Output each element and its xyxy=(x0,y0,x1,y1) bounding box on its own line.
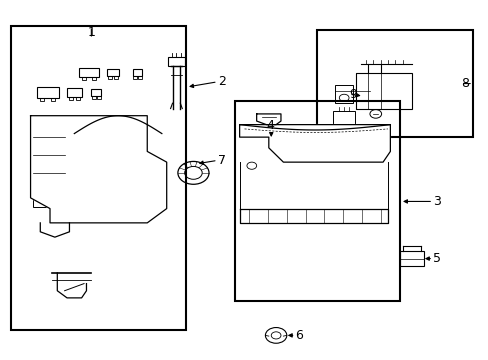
Polygon shape xyxy=(256,114,281,125)
Bar xyxy=(79,68,99,77)
Bar xyxy=(138,76,142,79)
Bar xyxy=(82,77,86,80)
Polygon shape xyxy=(239,125,389,162)
Bar xyxy=(317,30,472,137)
Bar xyxy=(11,26,186,330)
Bar xyxy=(92,77,96,80)
Bar xyxy=(97,96,101,99)
Bar xyxy=(92,96,96,99)
Text: 8: 8 xyxy=(460,77,468,90)
Text: 4: 4 xyxy=(266,119,274,132)
Bar xyxy=(76,97,80,100)
Bar xyxy=(335,85,352,103)
Text: 6: 6 xyxy=(295,329,303,342)
Text: 2: 2 xyxy=(217,75,225,88)
Bar xyxy=(114,76,118,79)
Polygon shape xyxy=(239,208,387,223)
Bar xyxy=(234,102,399,301)
Bar xyxy=(107,69,119,76)
Text: 9: 9 xyxy=(348,88,356,101)
Text: 7: 7 xyxy=(217,154,225,167)
Bar xyxy=(91,89,101,96)
Bar xyxy=(40,98,44,101)
Bar xyxy=(167,57,185,66)
Bar xyxy=(69,97,73,100)
Bar xyxy=(37,87,59,98)
Bar xyxy=(51,98,55,101)
Polygon shape xyxy=(30,116,166,223)
Bar xyxy=(132,69,142,76)
Text: 5: 5 xyxy=(432,252,440,265)
Bar xyxy=(133,76,137,79)
Bar xyxy=(356,73,411,109)
Text: 3: 3 xyxy=(432,195,440,208)
Bar xyxy=(67,88,81,97)
Bar xyxy=(33,176,74,207)
Text: 1: 1 xyxy=(87,26,95,39)
Bar xyxy=(399,251,424,266)
Bar xyxy=(333,111,354,124)
Bar xyxy=(108,76,112,79)
